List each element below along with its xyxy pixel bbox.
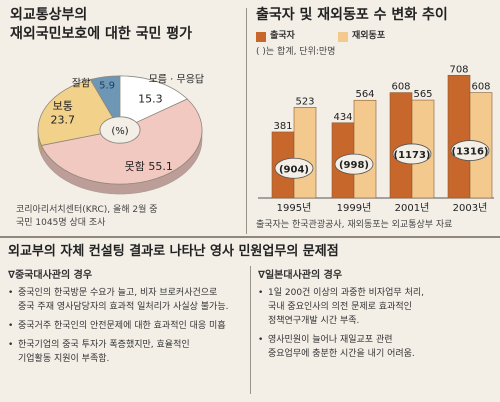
bottom-title: 외교부의 자체 컨설팅 결과로 나타난 영사 민원업무의 문제점 [8,244,339,259]
bar-1-0 [293,107,317,199]
bar-chart: 381523(904)1995년434564(998)1999년608565(1… [258,64,494,214]
bar-value-0-2: 608 [391,82,410,93]
pie-value-3: 23.7 [51,113,76,126]
bar-chart-title: 출국자 및 재외동포 수 변화 추이 [256,7,448,23]
bar-value-1-0: 523 [295,96,314,107]
left-text-1: 중국거주 한국인의 안전문제에 대한 효과적인 대응 미흡 [18,321,226,331]
left-item-0: • 중국인의 한국방문 수요가 늘고, 비자 브로커사건으로 중국 주재 영사담당… [8,286,246,314]
bar-value-1-1: 564 [355,89,374,100]
vertical-divider [246,8,247,234]
pie-label-0: 잘함 [72,78,90,90]
left-list: • 중국인의 한국방문 수요가 늘고, 비자 브로커사건으로 중국 주재 영사담당… [8,286,246,366]
pie-hole [99,116,141,144]
right-column: ∇일본대사관의 경우 • 1일 200건 이상의 과중한 비자업무 처리, 국내 … [258,266,496,361]
bar-value-0-0: 381 [273,121,292,132]
total-badge-2 [392,143,432,165]
right-heading: ∇일본대사관의 경우 [258,270,343,281]
left-column: ∇중국대사관의 경우 • 중국인의 한국방문 수요가 늘고, 비자 브로커사건으로… [8,266,246,366]
right-bullet-1: • [258,335,264,345]
left-item-1: • 중국거주 한국인의 안전문제에 대한 효과적인 대응 미흡 [8,319,246,333]
legend-swatch-overseas [338,32,348,42]
horizontal-divider [0,236,500,238]
legend-label-overseas: 재외동포 [352,31,386,41]
total-label-1: (998) [339,160,369,171]
bottom-vertical-divider [250,266,251,394]
x-tick-0: 1995년 [277,202,312,214]
pie-label-3: 보통 [53,99,73,112]
bar-value-1-2: 565 [413,89,432,100]
x-tick-1: 1999년 [337,202,372,214]
legend-swatch-departures [256,32,266,42]
bar-chart-note: ( )는 합계, 단위:만명 [256,47,336,57]
pie-center-label: (%) [111,126,128,137]
legend: 출국자 재외동포 [256,30,496,46]
bar-value-0-3: 708 [449,64,468,75]
right-bullet-0: • [258,288,264,298]
bar-value-1-3: 608 [471,82,490,93]
right-item-0: • 1일 200건 이상의 과중한 비자업무 처리, 국내 중요인사의 의전 문제… [258,286,496,328]
bar-source: 출국자는 한국관광공사, 재외동포는 외교통상부 자료 [256,220,453,230]
left-text-0: 중국인의 한국방문 수요가 늘고, 비자 브로커사건으로 중국 주재 영사담당자… [18,288,229,312]
x-tick-2: 2001년 [395,202,430,214]
left-item-2: • 한국기업의 중국 투자가 폭증했지만, 효율적인 기업활동 지원이 부족함. [8,338,246,366]
pie-value-1: 15.3 [138,93,163,106]
pie-chart-title: 외교통상부의 재외국민보호에 대한 국민 평가 [10,7,193,42]
right-text-0: 1일 200건 이상의 과중한 비자업무 처리, 국내 중요인사의 의전 문제로… [268,288,424,326]
left-heading: ∇중국대사관의 경우 [8,270,93,281]
left-text-2: 한국기업의 중국 투자가 폭증했지만, 효율적인 기업활동 지원이 부족함. [18,340,190,364]
pie-value-0: 5.9 [99,81,115,92]
pie-label-1: 모름 · 무응답 [149,74,205,86]
left-bullet-2: • [8,340,14,350]
bar-value-0-1: 434 [333,112,352,123]
bar-0-3 [447,74,471,199]
total-badge-1 [334,153,374,175]
legend-label-departures: 출국자 [270,31,295,41]
pie-label-2: 못함 55.1 [125,160,173,173]
bar-1-1 [353,99,377,199]
total-label-3: (1316) [452,147,489,158]
total-label-0: (904) [279,164,309,175]
left-bullet-1: • [8,321,14,331]
total-badge-0 [274,157,314,179]
right-text-1: 영사민원이 늘어나 재일교포 관련 중요업무에 충분한 시간을 내기 어려움. [268,335,415,359]
left-bullet-0: • [8,288,14,298]
x-tick-3: 2003년 [453,202,488,214]
pie-source: 코리아리서치센터(KRC), 올해 2월 중 국민 1045명 상대 조사 [16,205,158,228]
total-label-2: (1173) [394,150,431,161]
total-badge-3 [450,140,490,161]
right-list: • 1일 200건 이상의 과중한 비자업무 처리, 국내 중요인사의 의전 문제… [258,286,496,361]
right-item-1: • 영사민원이 늘어나 재일교포 관련 중요업무에 충분한 시간을 내기 어려움. [258,333,496,361]
